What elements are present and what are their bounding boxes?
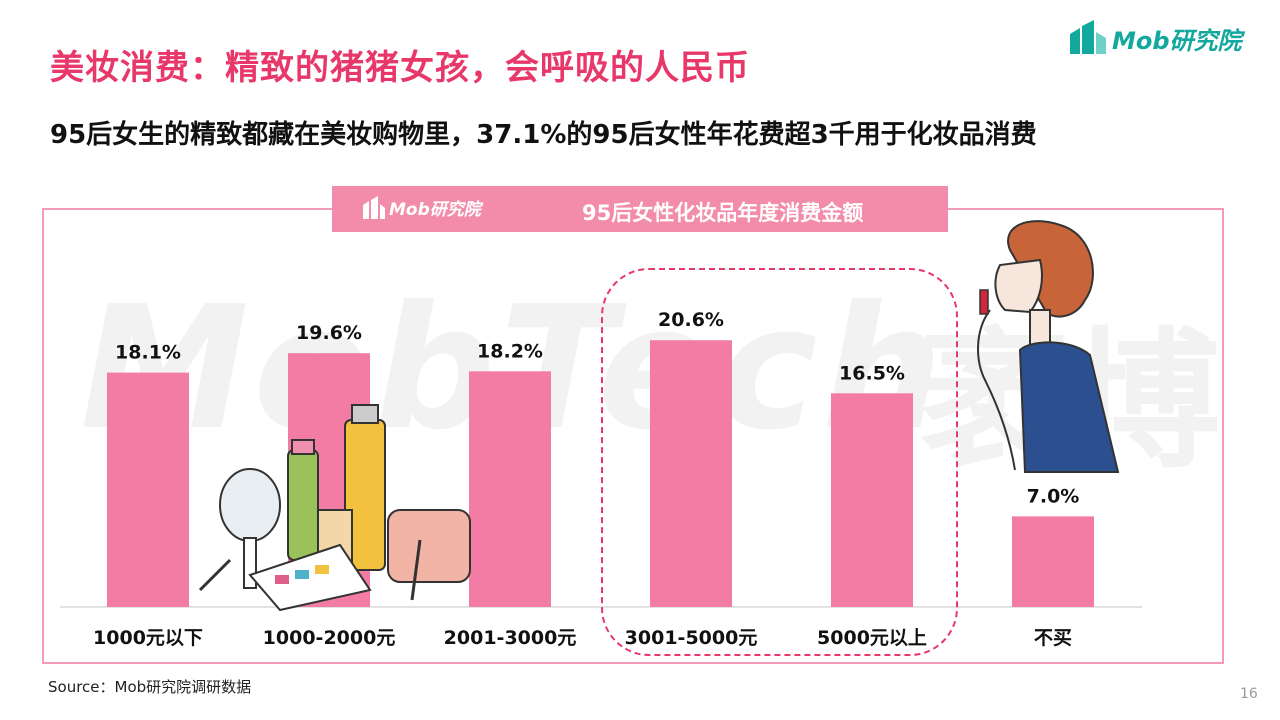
category-label: 3001-5000元	[625, 627, 758, 649]
category-label: 1000-2000元	[263, 627, 396, 649]
cosmetics-illustration	[198, 404, 471, 612]
logo-text: Mob研究院	[1112, 26, 1242, 55]
category-label: 2001-3000元	[444, 627, 577, 649]
page-title: 美妆消费：精致的猪猪女孩，会呼吸的人民币	[50, 48, 750, 88]
page-number: 16	[1240, 686, 1258, 702]
category-labels-group: 1000元以下 1000-2000元 2001-3000元 3001-5000元 500…	[93, 627, 1072, 649]
highlight-box	[601, 268, 958, 656]
bar	[650, 340, 732, 607]
category-label: 不买	[1034, 627, 1072, 649]
bar	[1012, 516, 1094, 607]
category-label: 1000元以下	[93, 627, 203, 649]
banner-logo-text: Mob研究院	[389, 200, 481, 220]
bar-value-label: 20.6%	[658, 309, 724, 331]
mob-logo: Mob研究院	[1068, 18, 1268, 58]
banner-logo: Mob研究院	[362, 195, 481, 220]
bar-value-label: 7.0%	[1027, 485, 1080, 507]
bar	[469, 371, 551, 607]
bar-value-label: 18.2%	[477, 340, 543, 362]
bar	[831, 393, 913, 607]
bar-value-label: 18.1%	[115, 342, 181, 364]
category-label: 5000元以上	[817, 627, 927, 649]
chart-title: 95后女性化妆品年度消费金额	[582, 201, 864, 225]
source-note: Source：Mob研究院调研数据	[48, 678, 252, 696]
value-labels-group: 18.1% 19.6% 18.2% 20.6% 16.5% 7.0%	[115, 309, 1079, 507]
chart-banner: Mob研究院 95后女性化妆品年度消费金额	[332, 186, 948, 232]
banner-logo-building-icon	[363, 195, 385, 219]
woman-lipstick-illustration	[977, 220, 1120, 473]
bar	[107, 372, 189, 607]
bar-value-label: 19.6%	[296, 322, 362, 344]
logo-building-icon	[1070, 20, 1106, 54]
page-subtitle: 95后女生的精致都藏在美妆购物里，37.1%的95后女性年花费超3千用于化妆品消…	[50, 120, 1037, 150]
bar-value-label: 16.5%	[839, 362, 905, 384]
